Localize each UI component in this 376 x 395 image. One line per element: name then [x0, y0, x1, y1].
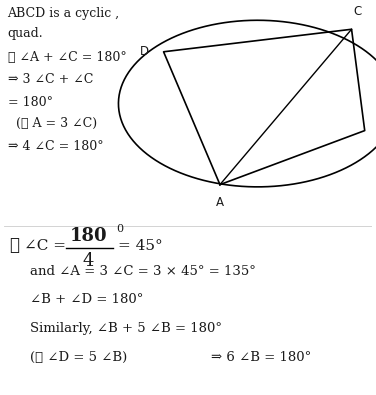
- Text: quad.: quad.: [8, 27, 43, 40]
- Text: ⇒ 3 ∠C + ∠C: ⇒ 3 ∠C + ∠C: [8, 73, 93, 86]
- Text: (∵ A = 3 ∠C): (∵ A = 3 ∠C): [8, 117, 97, 130]
- Text: 0: 0: [117, 224, 124, 234]
- Text: (∵ ∠D = 5 ∠B): (∵ ∠D = 5 ∠B): [30, 351, 127, 364]
- Text: ∴: ∴: [9, 237, 20, 254]
- Text: ABCD is a cyclic ,: ABCD is a cyclic ,: [8, 7, 120, 20]
- Text: ⇒ 6 ∠B = 180°: ⇒ 6 ∠B = 180°: [211, 351, 311, 364]
- Text: 180: 180: [70, 227, 107, 245]
- Text: ⇒ 4 ∠C = 180°: ⇒ 4 ∠C = 180°: [8, 139, 103, 152]
- Text: C: C: [353, 5, 361, 18]
- Text: ∠B + ∠D = 180°: ∠B + ∠D = 180°: [30, 293, 144, 307]
- Text: = 180°: = 180°: [8, 96, 53, 109]
- Text: and ∠A = 3 ∠C = 3 × 45° = 135°: and ∠A = 3 ∠C = 3 × 45° = 135°: [30, 265, 256, 278]
- Text: A: A: [216, 196, 224, 209]
- Text: Similarly, ∠B + 5 ∠B = 180°: Similarly, ∠B + 5 ∠B = 180°: [30, 322, 222, 335]
- Text: ∠C =: ∠C =: [24, 239, 67, 252]
- Text: = 45°: = 45°: [118, 239, 163, 252]
- Text: 4: 4: [83, 252, 94, 270]
- Text: ∴ ∠A + ∠C = 180°: ∴ ∠A + ∠C = 180°: [8, 51, 126, 64]
- Text: D: D: [139, 45, 149, 58]
